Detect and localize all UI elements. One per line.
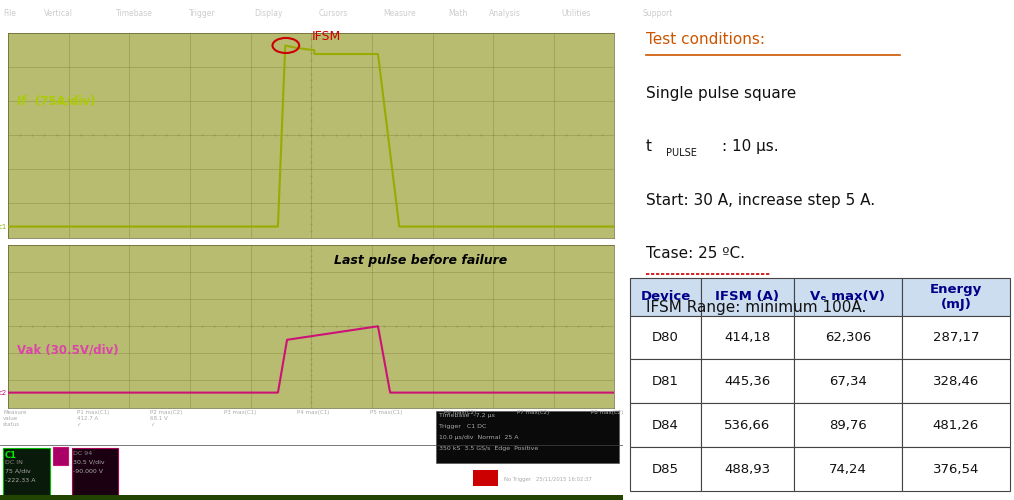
Bar (701, 278, 794, 316)
Text: t: t (646, 140, 652, 154)
Text: 30.5 V/div: 30.5 V/div (73, 460, 105, 464)
Text: PULSE: PULSE (666, 148, 698, 158)
Bar (794, 447, 901, 491)
Text: Single pulse square: Single pulse square (646, 86, 796, 101)
Text: 445,36: 445,36 (724, 375, 771, 388)
Text: 350 kS  3.5 GS/s  Edge  Positive: 350 kS 3.5 GS/s Edge Positive (439, 446, 538, 451)
Text: C1: C1 (5, 450, 17, 460)
Text: No Trigger   25/11/2015 16:02:37: No Trigger 25/11/2015 16:02:37 (504, 478, 592, 482)
Text: 74,24: 74,24 (828, 462, 867, 475)
Bar (901, 316, 1010, 360)
Bar (631, 447, 701, 491)
Point (640, 52, 652, 58)
Text: D85: D85 (652, 462, 679, 475)
Text: Math: Math (448, 8, 467, 18)
Text: D80: D80 (652, 331, 679, 344)
Text: 67,34: 67,34 (828, 375, 867, 388)
Text: 488,93: 488,93 (724, 462, 771, 475)
Text: Timebase: Timebase (117, 8, 153, 18)
Text: 287,17: 287,17 (933, 331, 980, 344)
Bar (436, 411, 620, 464)
Text: -222.33 A: -222.33 A (5, 478, 35, 483)
Text: Cursors: Cursors (318, 8, 348, 18)
Text: If  (75A/div): If (75A/div) (17, 94, 95, 108)
Text: Energy
(mJ): Energy (mJ) (930, 282, 983, 310)
Point (766, 271, 778, 277)
Text: DC 94: DC 94 (73, 450, 92, 456)
Text: Measure: Measure (383, 8, 416, 18)
Text: Measure
value
status: Measure value status (3, 410, 26, 427)
Text: DC IN: DC IN (5, 460, 23, 464)
Text: P7 max(C2): P7 max(C2) (517, 410, 550, 416)
Bar (901, 404, 1010, 447)
Text: P2 max(C2)
68.1 V
✓: P2 max(C2) 68.1 V ✓ (150, 410, 183, 427)
Text: 75 A/div: 75 A/div (5, 469, 30, 474)
Text: 414,18: 414,18 (724, 331, 771, 344)
Bar (72, 448, 119, 498)
Bar (631, 278, 701, 316)
Bar (901, 278, 1010, 316)
Bar (794, 316, 901, 360)
Text: P4 max(C1): P4 max(C1) (297, 410, 330, 416)
Text: 481,26: 481,26 (933, 418, 980, 432)
Text: 536,66: 536,66 (724, 418, 771, 432)
Text: Vₑ max(V): Vₑ max(V) (810, 290, 885, 303)
Bar (474, 470, 498, 486)
Text: Display: Display (255, 8, 283, 18)
Text: P6 max(C2): P6 max(C2) (444, 410, 477, 416)
Bar (631, 316, 701, 360)
Text: 62,306: 62,306 (824, 331, 871, 344)
Text: IFSM: IFSM (311, 30, 341, 43)
Text: P5 max(C1): P5 max(C1) (370, 410, 403, 416)
Text: P8 max(C2): P8 max(C2) (591, 410, 623, 416)
Bar (3, 448, 50, 498)
Text: Support: Support (643, 8, 673, 18)
Bar (701, 447, 794, 491)
Text: Timebase  -7.2 µs: Timebase -7.2 µs (439, 413, 495, 418)
Text: -90.000 V: -90.000 V (73, 469, 103, 474)
Text: File: File (3, 8, 16, 18)
Text: P3 max(C1): P3 max(C1) (223, 410, 256, 416)
Text: 10.0 µs/div  Normal  25 A: 10.0 µs/div Normal 25 A (439, 435, 518, 440)
Text: Trigger: Trigger (190, 8, 216, 18)
Text: IFSM (A): IFSM (A) (715, 290, 779, 303)
Text: Tcase: 25 ºC.: Tcase: 25 ºC. (646, 246, 745, 262)
Text: Vertical: Vertical (44, 8, 73, 18)
Text: Last pulse before failure: Last pulse before failure (334, 254, 507, 267)
Text: Trigger   C1 DC: Trigger C1 DC (439, 424, 487, 429)
Bar (701, 404, 794, 447)
Text: 89,76: 89,76 (828, 418, 867, 432)
Text: D84: D84 (652, 418, 679, 432)
Bar (53, 447, 69, 465)
Text: Start: 30 A, increase step 5 A.: Start: 30 A, increase step 5 A. (646, 193, 875, 208)
Text: Test conditions:: Test conditions: (646, 32, 766, 48)
Text: c1: c1 (0, 224, 7, 230)
Bar (631, 360, 701, 404)
Text: 376,54: 376,54 (933, 462, 980, 475)
Text: c2: c2 (0, 390, 7, 396)
Bar (794, 278, 901, 316)
Bar (794, 360, 901, 404)
Text: IFSM Range: minimum 100A.: IFSM Range: minimum 100A. (646, 300, 866, 315)
Text: Utilities: Utilities (562, 8, 591, 18)
Text: 328,46: 328,46 (933, 375, 980, 388)
Bar (901, 447, 1010, 491)
Bar (0, 494, 623, 500)
Text: D81: D81 (652, 375, 679, 388)
Text: P1 max(C1)
412.7 A
✓: P1 max(C1) 412.7 A ✓ (77, 410, 108, 427)
Bar (901, 360, 1010, 404)
Text: Vak (30.5V/div): Vak (30.5V/div) (17, 344, 119, 356)
Text: Device: Device (641, 290, 691, 303)
Bar (701, 360, 794, 404)
Point (894, 52, 907, 58)
Point (640, 271, 652, 277)
Bar (631, 404, 701, 447)
Text: : 10 μs.: : 10 μs. (722, 140, 779, 154)
Bar (701, 316, 794, 360)
Text: Analysis: Analysis (489, 8, 520, 18)
Bar (794, 404, 901, 447)
